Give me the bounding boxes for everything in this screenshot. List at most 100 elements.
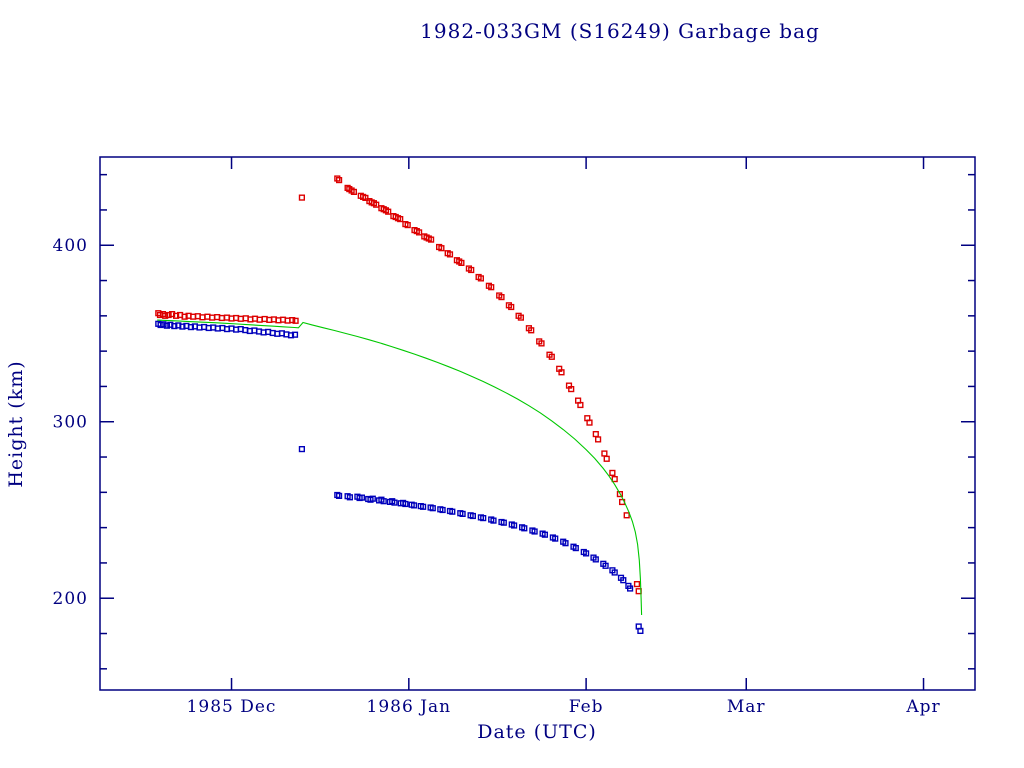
apogee-height-point: [428, 236, 435, 243]
apogee-height-point: [404, 221, 411, 229]
apogee-height-point: [416, 229, 423, 236]
apogee-height-point: [385, 208, 392, 215]
perigee-height-point: [171, 323, 178, 330]
apogee-height-point: [458, 259, 465, 267]
apogee-height-point: [162, 312, 169, 319]
perigee-height-point: [410, 502, 418, 509]
apogee-height-point: [568, 386, 575, 393]
apogee-height-point: [609, 469, 616, 477]
apogee-height-point: [397, 215, 404, 223]
perigee-height-point: [298, 446, 306, 453]
apogee-height-point: [298, 194, 306, 201]
perigee-height-point: [380, 498, 387, 505]
perigee-height-point: [611, 569, 618, 576]
apogee-height-point: [446, 251, 454, 258]
perigee-height-point: [179, 323, 186, 330]
apogee-height-point: [165, 311, 172, 319]
apogee-height-point: [336, 176, 343, 184]
apogee-height-point: [528, 327, 535, 334]
model-height-line: [157, 319, 643, 616]
perigee-height-point: [291, 331, 299, 338]
perigee-height-point: [391, 499, 398, 506]
perigee-height-point: [620, 577, 627, 584]
apogee-height-point: [592, 431, 599, 438]
perigee-height-point: [420, 503, 427, 510]
perigee-height-point: [439, 506, 446, 514]
perigee-height-point: [500, 519, 507, 526]
apogee-height-point: [586, 419, 593, 426]
x-tick-label: 1986 Jan: [367, 697, 452, 717]
apogee-height-point: [289, 317, 296, 324]
apogee-height-point: [438, 245, 445, 252]
plot-border: [99, 156, 976, 691]
x-tick-label: Feb: [569, 697, 604, 717]
perigee-height-point: [602, 562, 609, 569]
apogee-height-point: [548, 353, 555, 360]
y-axis-label: Height (km): [5, 360, 27, 487]
perigee-height-point: [402, 500, 409, 508]
apogee-height-point: [611, 476, 618, 483]
x-tick-label: 1985 Dec: [187, 697, 277, 717]
axis-ticks: [100, 157, 975, 690]
perigee-height-point: [480, 515, 487, 522]
apogee-height-point: [292, 317, 299, 324]
apogee-height-point: [623, 512, 630, 519]
apogee-height-point: [477, 275, 485, 282]
perigee-height-point: [459, 510, 466, 518]
apogee-height-point: [601, 450, 608, 457]
apogee-height-point: [517, 314, 525, 321]
apogee-height-point: [350, 188, 358, 196]
perigee-height-point: [627, 585, 634, 592]
perigee-height-point: [531, 528, 538, 535]
perigee-height-point: [511, 522, 518, 529]
apogee-height-point: [498, 294, 505, 301]
perigee-height-point: [163, 322, 171, 329]
x-tick-label: Apr: [905, 697, 940, 717]
data-series: [155, 175, 644, 635]
perigee-height-point: [369, 495, 376, 502]
y-tick-label: 200: [53, 589, 88, 609]
perigee-height-point: [583, 550, 590, 557]
y-tick-label: 300: [53, 413, 88, 433]
perigee-height-point: [187, 324, 195, 331]
x-tick-label: Mar: [727, 697, 766, 717]
perigee-height-point: [336, 492, 343, 500]
perigee-height-point: [167, 321, 174, 328]
apogee-height-point: [538, 340, 545, 347]
perigee-height-point: [562, 540, 569, 547]
perigee-height-point: [358, 494, 366, 501]
perigee-height-point: [175, 322, 182, 329]
apogee-height-point: [508, 303, 515, 311]
perigee-height-point: [346, 494, 354, 501]
perigee-height-point: [541, 531, 549, 538]
apogee-height-point: [172, 312, 180, 319]
perigee-height-point: [429, 505, 436, 512]
apogee-height-point: [633, 581, 641, 588]
perigee-height-point: [449, 508, 456, 515]
perigee-height-point: [572, 545, 579, 552]
apogee-height-point: [577, 401, 584, 409]
perigee-height-point: [521, 525, 528, 532]
perigee-height-point: [592, 556, 599, 563]
perigee-height-point: [552, 535, 559, 542]
apogee-height-point: [373, 201, 380, 208]
apogee-height-point: [468, 266, 475, 274]
tick-labels: 1985 Dec 1986 Jan Feb Mar Apr 200 300 400: [53, 236, 940, 717]
y-tick-label: 400: [53, 236, 88, 256]
apogee-height-point: [181, 313, 188, 320]
perigee-height-point: [469, 512, 477, 520]
apogee-height-point: [595, 436, 602, 443]
apogee-height-point: [488, 284, 495, 291]
perigee-height-point: [160, 321, 167, 328]
apogee-height-point: [558, 369, 565, 376]
perigee-height-point: [490, 517, 497, 524]
apogee-height-point: [616, 491, 624, 498]
perigee-height-point: [287, 332, 295, 339]
chart-title: 1982-033GM (S16249) Garbage bag: [420, 19, 820, 43]
apogee-height-point: [603, 455, 610, 462]
x-axis-label: Date (UTC): [477, 721, 597, 743]
plot-frame: [99, 156, 976, 691]
apogee-height-point: [362, 194, 369, 202]
